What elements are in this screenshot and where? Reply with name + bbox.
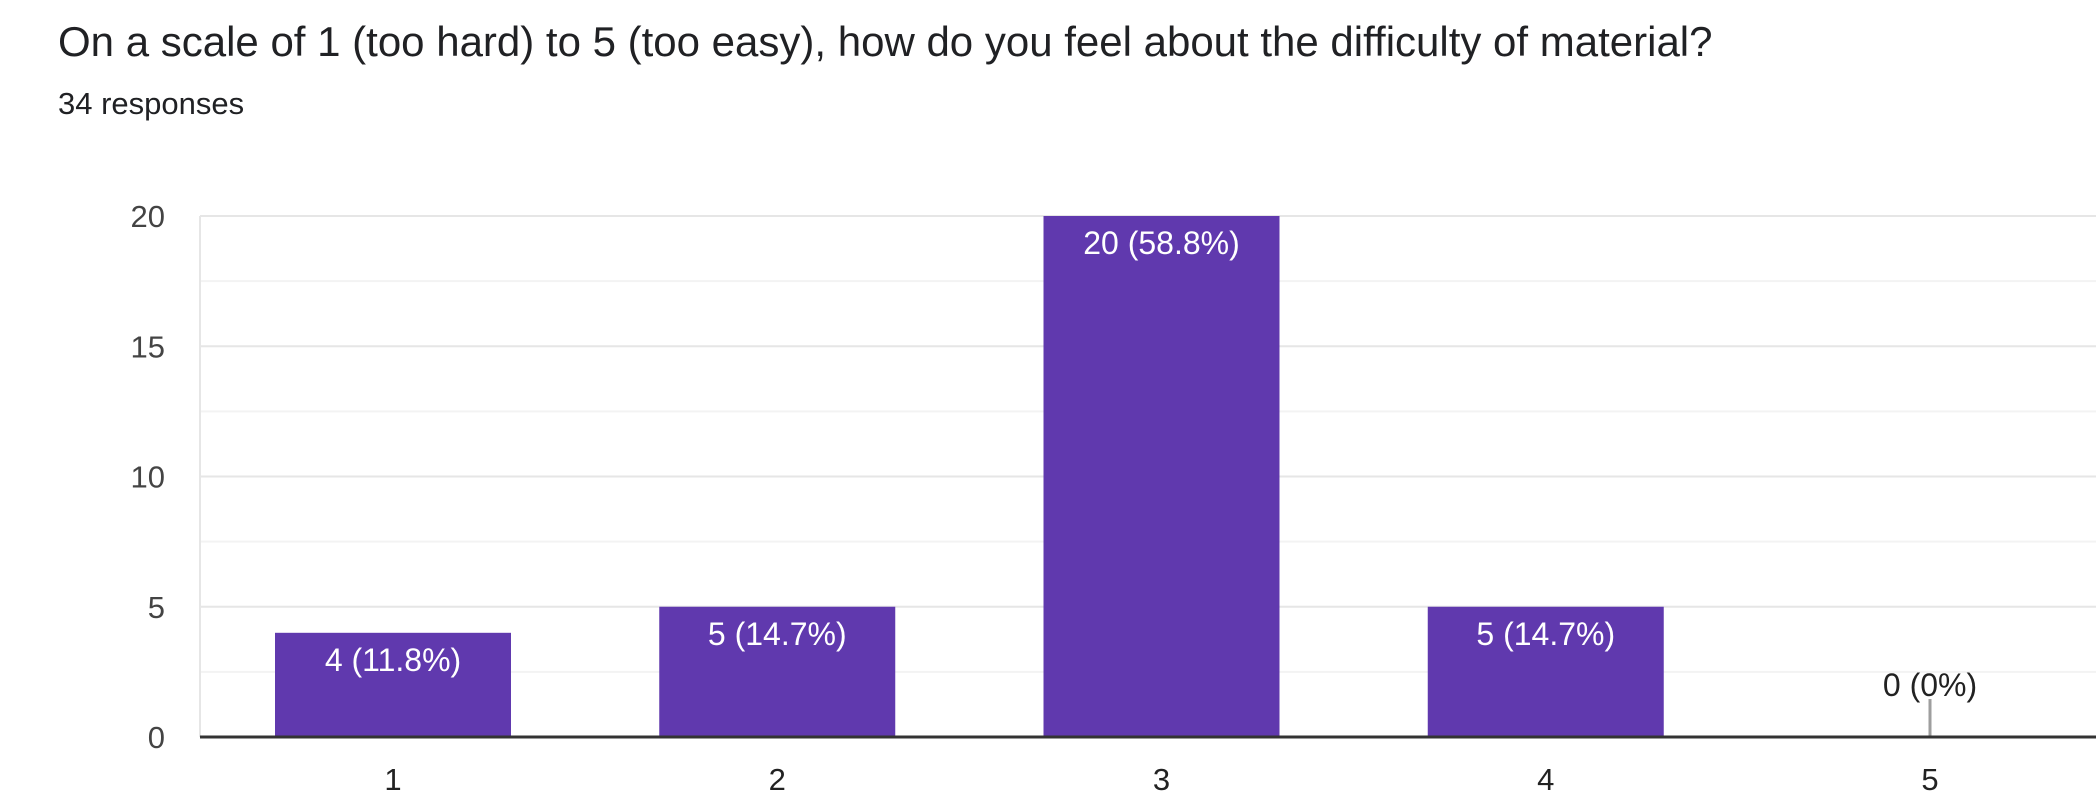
data-label: 5 (14.7%)	[1476, 616, 1615, 652]
x-tick-label: 4	[1537, 762, 1554, 797]
data-label: 20 (58.8%)	[1083, 225, 1240, 261]
x-tick-label: 2	[769, 762, 786, 797]
x-axis-ticks: 1 2 3 4 5	[384, 762, 1938, 797]
y-tick-label: 20	[131, 199, 165, 234]
data-labels: 4 (11.8%) 5 (14.7%) 20 (58.8%) 5 (14.7%) 0 (…	[325, 225, 1977, 703]
x-tick-label: 1	[384, 762, 401, 797]
data-label: 4 (11.8%)	[325, 642, 461, 678]
y-tick-label: 10	[131, 460, 165, 495]
bar	[1043, 216, 1280, 737]
y-tick-label: 15	[131, 329, 165, 364]
bar	[659, 606, 896, 737]
response-count: 34 responses	[58, 86, 245, 121]
bar	[275, 632, 511, 737]
x-tick-label: 3	[1153, 762, 1170, 797]
data-label: 5 (14.7%)	[708, 616, 847, 652]
y-tick-label: 5	[148, 590, 165, 625]
data-label: 0 (0%)	[1883, 667, 1977, 703]
bars	[275, 216, 1932, 737]
y-axis-ticks: 0 5 10 15 20	[131, 199, 165, 755]
y-tick-label: 0	[148, 720, 165, 755]
bar	[1427, 606, 1664, 737]
x-tick-label: 5	[1921, 762, 1938, 797]
question-title: On a scale of 1 (too hard) to 5 (too eas…	[58, 18, 1713, 65]
